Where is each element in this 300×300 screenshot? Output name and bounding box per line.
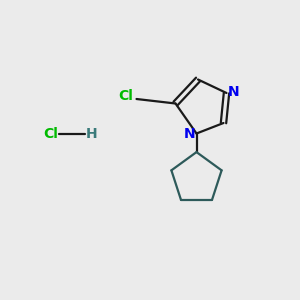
- Text: Cl: Cl: [44, 127, 59, 140]
- Text: H: H: [86, 127, 97, 140]
- Text: N: N: [227, 85, 239, 98]
- Text: N: N: [184, 127, 196, 140]
- Text: Cl: Cl: [118, 89, 134, 103]
